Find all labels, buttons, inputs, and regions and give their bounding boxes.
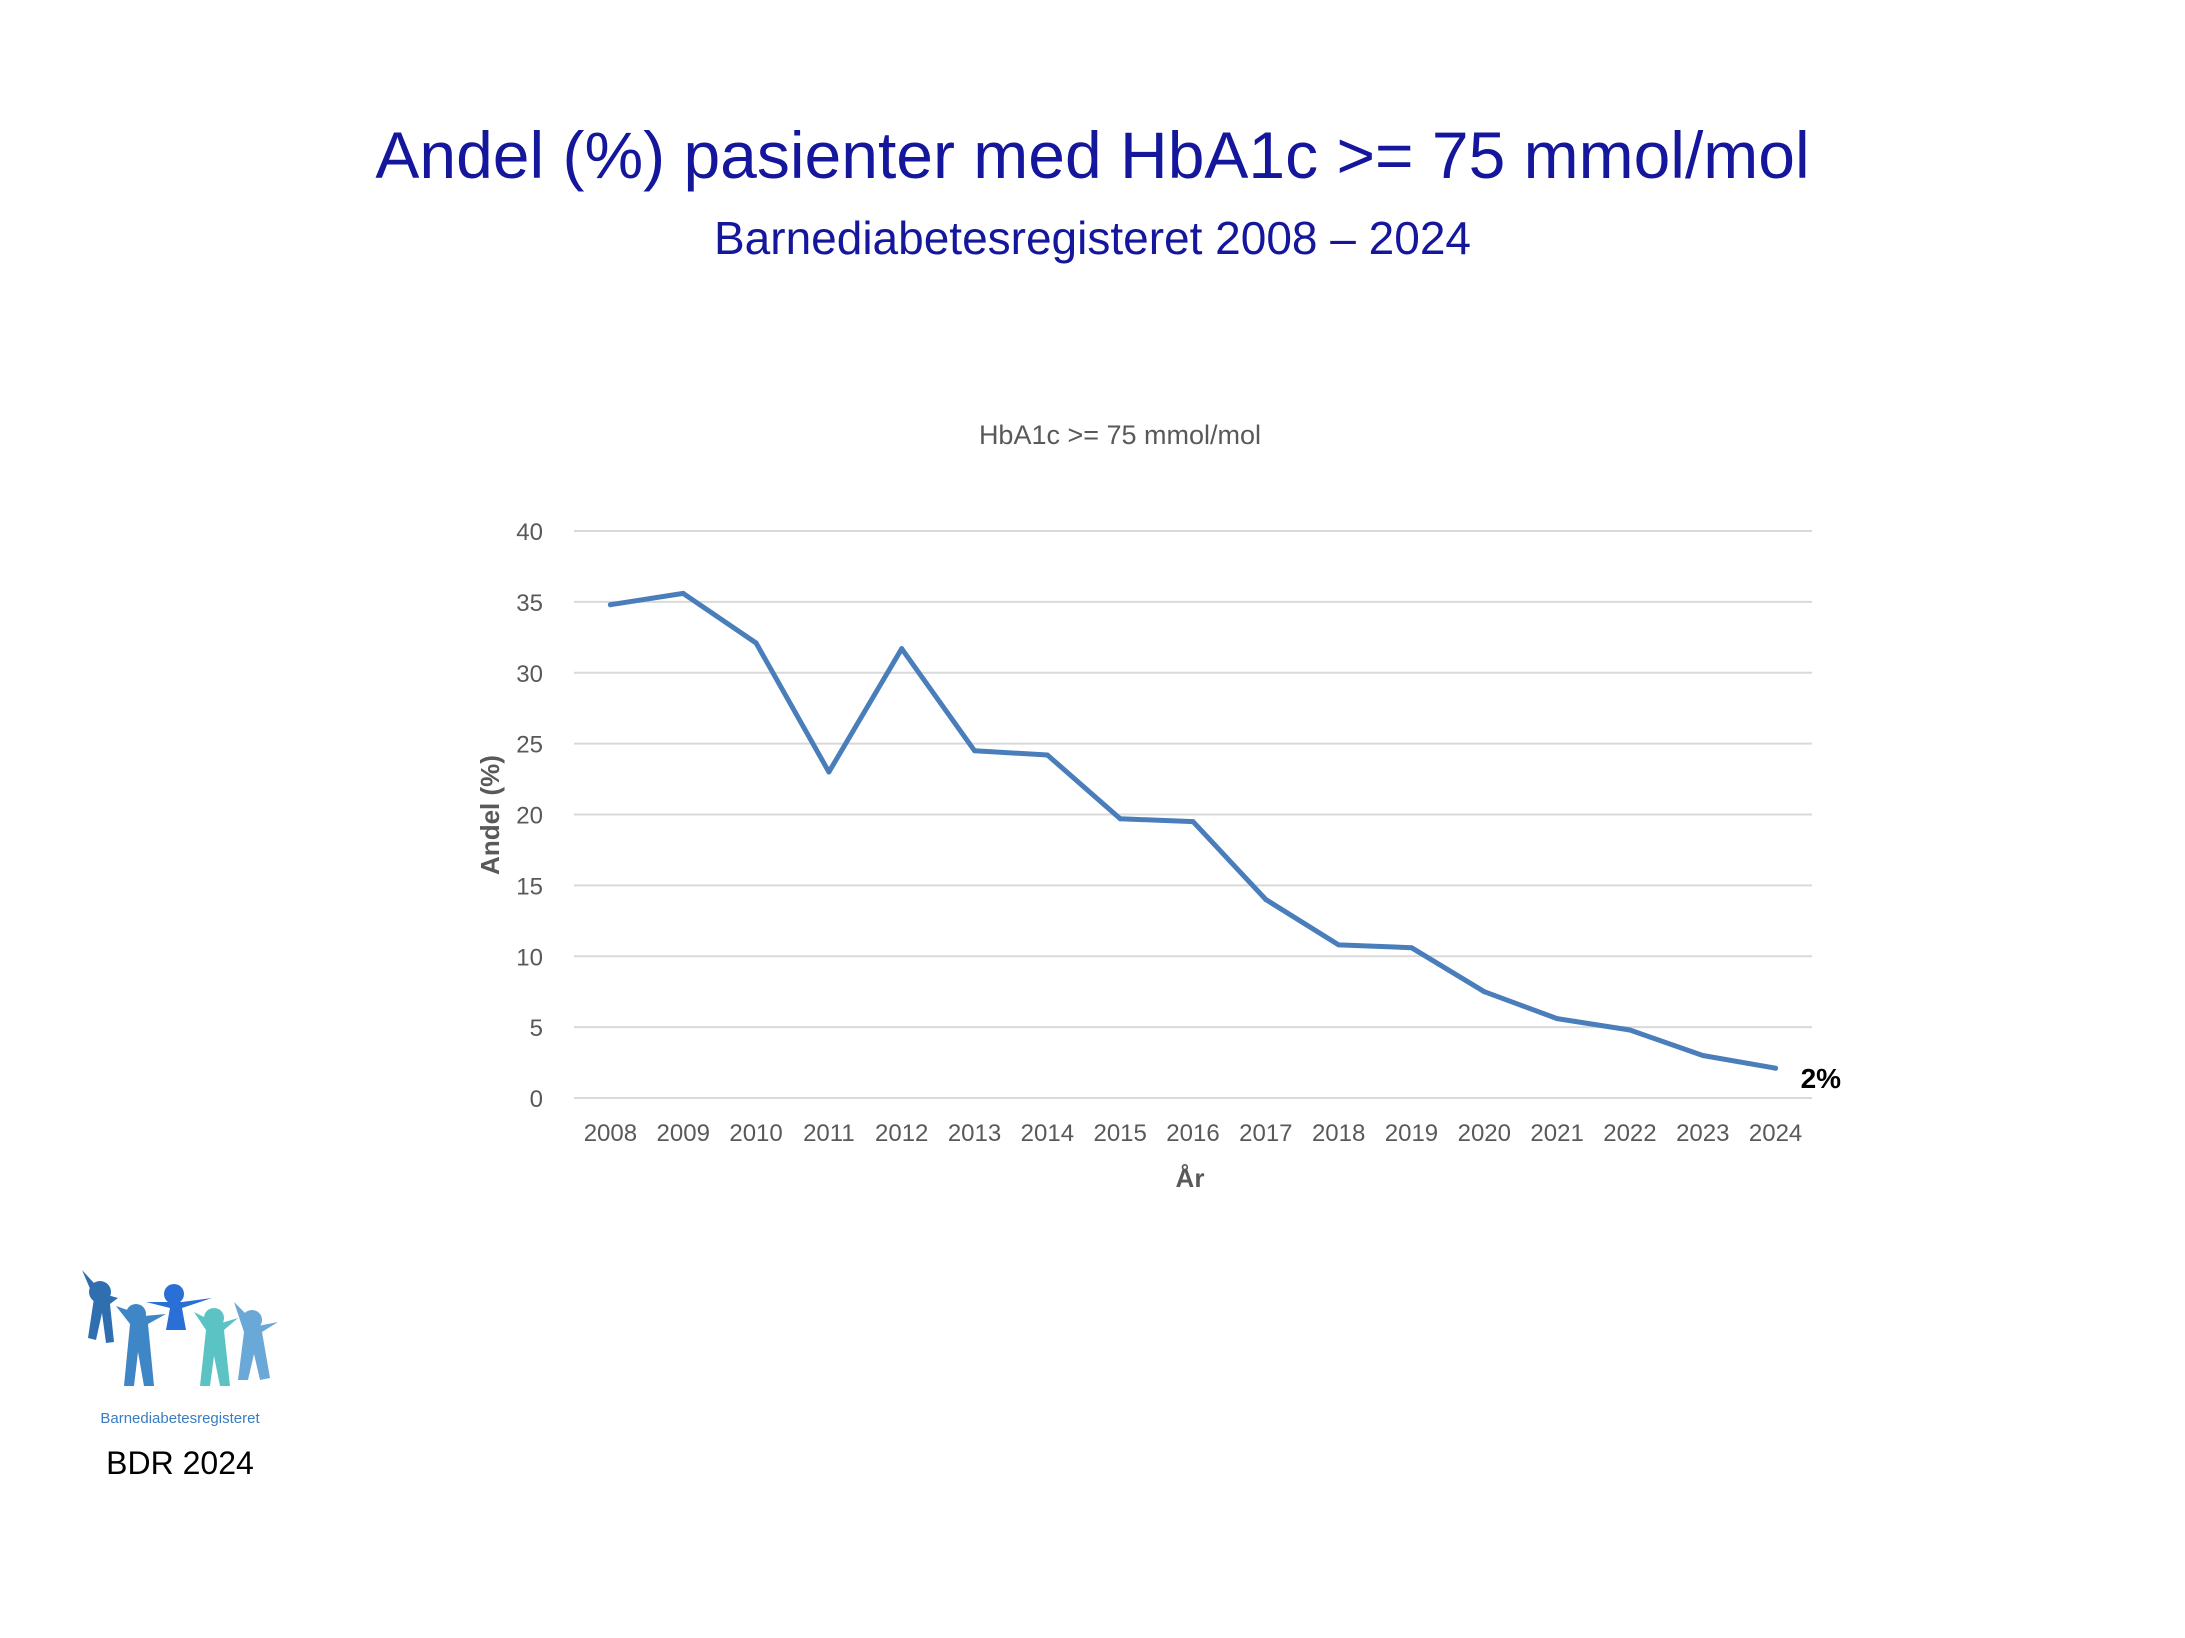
data-point bbox=[1700, 1052, 1706, 1058]
x-tick-label: 2021 bbox=[1530, 1120, 1583, 1147]
data-point bbox=[1336, 942, 1342, 948]
data-point bbox=[1263, 897, 1269, 903]
data-label: 2% bbox=[1801, 1063, 1842, 1094]
y-tick-label: 15 bbox=[516, 873, 543, 900]
y-tick-label: 10 bbox=[516, 944, 543, 971]
x-tick-label: 2022 bbox=[1603, 1120, 1656, 1147]
y-tick-label: 40 bbox=[516, 519, 543, 546]
y-tick-label: 0 bbox=[530, 1086, 543, 1113]
x-tick-label: 2020 bbox=[1458, 1120, 1511, 1147]
x-tick-label: 2019 bbox=[1385, 1120, 1438, 1147]
data-point bbox=[1481, 989, 1487, 995]
slide-subtitle: Barnediabetesregisteret 2008 – 2024 bbox=[713, 212, 1471, 264]
x-tick-label: 2023 bbox=[1676, 1120, 1729, 1147]
slide-title: Andel (%) pasienter med HbA1c >= 75 mmol… bbox=[375, 118, 1810, 192]
x-tick-label: 2016 bbox=[1166, 1120, 1219, 1147]
x-tick-label: 2013 bbox=[948, 1120, 1001, 1147]
y-tick-label: 30 bbox=[516, 661, 543, 688]
data-point bbox=[826, 769, 832, 775]
data-point bbox=[1408, 945, 1414, 951]
data-point bbox=[1627, 1027, 1633, 1033]
gridlines bbox=[574, 530, 1812, 1099]
data-point bbox=[1044, 752, 1050, 758]
chart-title: HbA1c >= 75 mmol/mol bbox=[979, 420, 1261, 450]
y-axis-label: Andel (%) bbox=[475, 755, 505, 875]
x-tick-labels: 2008 2009 2010 2011 2012 2013 2014 2015 2016 2017… bbox=[584, 1120, 1803, 1147]
x-tick-label: 2015 bbox=[1093, 1120, 1146, 1147]
x-tick-label: 2008 bbox=[584, 1120, 637, 1147]
y-tick-labels: 0 5 10 15 20 25 30 35 40 bbox=[516, 519, 543, 1113]
x-tick-label: 2011 bbox=[803, 1120, 855, 1147]
y-tick-label: 25 bbox=[516, 732, 543, 759]
x-tick-label: 2024 bbox=[1749, 1120, 1802, 1147]
series-line bbox=[607, 590, 1779, 1071]
series-lines bbox=[607, 590, 1779, 1071]
data-point bbox=[680, 590, 686, 596]
data-point bbox=[753, 640, 759, 646]
data-point bbox=[1190, 819, 1196, 825]
data-point bbox=[1773, 1065, 1779, 1071]
x-tick-label: 2018 bbox=[1312, 1120, 1365, 1147]
logo-caption: Barnediabetesregisteret bbox=[100, 1410, 260, 1427]
x-tick-label: 2014 bbox=[1021, 1120, 1074, 1147]
x-tick-label: 2009 bbox=[657, 1120, 710, 1147]
annotations: 2% bbox=[1801, 1063, 1842, 1094]
x-tick-label: 2010 bbox=[729, 1120, 782, 1147]
x-tick-label: 2017 bbox=[1239, 1120, 1292, 1147]
data-point bbox=[972, 748, 978, 754]
x-axis-label: År bbox=[1176, 1163, 1205, 1193]
data-point bbox=[899, 646, 905, 652]
barnediabetesregisteret-logo bbox=[82, 1270, 278, 1386]
footer-label: BDR 2024 bbox=[106, 1445, 254, 1481]
y-tick-label: 35 bbox=[516, 590, 543, 617]
data-point bbox=[1554, 1016, 1560, 1022]
y-tick-label: 20 bbox=[516, 803, 543, 830]
data-point bbox=[607, 602, 613, 608]
data-point bbox=[1117, 816, 1123, 822]
y-tick-label: 5 bbox=[530, 1015, 543, 1042]
x-tick-label: 2012 bbox=[875, 1120, 928, 1147]
